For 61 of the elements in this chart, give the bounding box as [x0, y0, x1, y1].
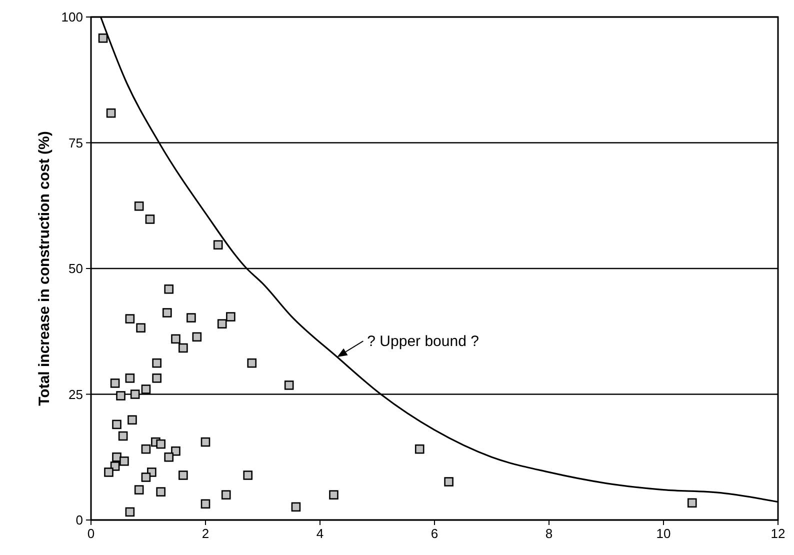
point — [120, 456, 129, 466]
x-tick-label: 10 — [656, 526, 671, 541]
y-tick-label: 0 — [76, 512, 83, 528]
y-tick-label: 100 — [61, 10, 83, 24]
y-axis-title: Total increase in construction cost (%) — [36, 131, 53, 406]
point — [247, 358, 257, 368]
x-tick-label: 6 — [430, 526, 438, 541]
point — [141, 444, 151, 454]
point — [156, 439, 166, 449]
point — [152, 374, 162, 383]
x-tick-label: 0 — [87, 526, 95, 541]
point — [110, 378, 120, 388]
point — [134, 201, 144, 211]
point — [156, 487, 166, 496]
point — [130, 390, 140, 399]
point — [162, 308, 172, 318]
x-tick-label: 2 — [202, 526, 210, 541]
point — [104, 468, 114, 477]
point — [106, 108, 116, 118]
point — [291, 502, 301, 512]
point — [164, 452, 174, 462]
point — [171, 446, 180, 456]
x-tick-label: 8 — [545, 526, 553, 541]
point — [221, 490, 231, 500]
point — [112, 420, 122, 430]
point — [145, 214, 155, 224]
point — [178, 343, 188, 353]
y-tick-label: 25 — [68, 386, 83, 402]
point — [141, 472, 151, 482]
point — [178, 470, 188, 480]
y-tick-label: 50 — [68, 261, 83, 276]
point — [213, 240, 223, 250]
x-tick-label: 12 — [770, 526, 786, 541]
point — [217, 319, 227, 328]
point — [141, 384, 151, 394]
point — [164, 284, 174, 294]
point — [152, 358, 162, 368]
point — [125, 314, 135, 324]
x-tick-label: 4 — [316, 526, 324, 541]
point — [284, 380, 294, 390]
annotation: ? Upper bound ? — [367, 333, 479, 350]
point — [200, 437, 210, 447]
y-tick-label: 75 — [68, 135, 83, 150]
point — [116, 391, 126, 400]
point — [128, 415, 137, 425]
point — [243, 470, 253, 480]
point — [125, 374, 135, 383]
point — [687, 498, 697, 508]
point — [414, 444, 424, 454]
point — [186, 313, 196, 322]
point — [192, 332, 202, 342]
point — [444, 477, 454, 486]
point — [125, 507, 135, 517]
point — [226, 312, 236, 322]
point — [98, 33, 108, 43]
point — [171, 334, 180, 344]
point — [118, 431, 128, 441]
point — [200, 499, 210, 509]
point — [136, 323, 146, 333]
point — [134, 485, 144, 494]
point — [329, 490, 338, 500]
